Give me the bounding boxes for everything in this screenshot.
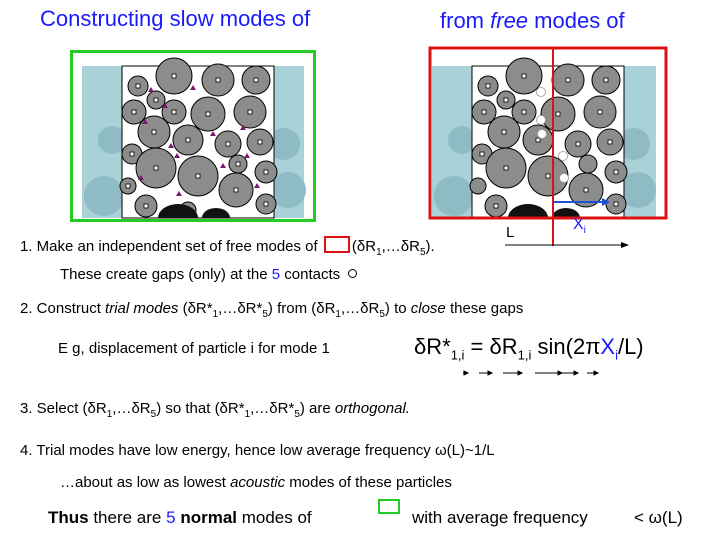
wall-particle (202, 208, 230, 218)
step-3: 3. Select (δR1,…δR5) so that (δR*1,…δR*5… (20, 400, 410, 420)
right-packing-diagram (428, 46, 668, 246)
red-selection-box (428, 46, 668, 220)
length-arrow (505, 242, 629, 248)
displacement-formula: δR*1,i = δR1,i sin(2πXi/L) (414, 334, 644, 363)
ghost-particle (270, 172, 306, 208)
left-packing-diagram (70, 50, 316, 222)
left-title: Constructing slow modes of (40, 6, 311, 31)
red-box-icon (323, 236, 350, 253)
contact-circle-icon (348, 269, 358, 278)
conclusion-frequency: with average frequency (412, 508, 588, 527)
step-4-note: …about as low as lowest acoustic modes o… (60, 474, 452, 491)
step-1: 1. Make an independent set of free modes… (20, 236, 435, 258)
step-1-note: These create gaps (only) at the 5 contac… (60, 266, 358, 283)
green-box-icon (378, 499, 400, 514)
ghost-particle (98, 126, 126, 154)
xi-label: Xi (573, 216, 586, 237)
ghost-particle (84, 176, 124, 216)
wall-particle (158, 204, 198, 218)
green-selection-box (70, 50, 316, 222)
displacement-arrows (463, 370, 600, 376)
example-caption: E g, displacement of particle i for mode… (58, 340, 330, 357)
right-title: from free modes of (440, 8, 625, 33)
step-2: 2. Construct trial modes (δR*1,…δR*5) fr… (20, 300, 524, 320)
conclusion-omega: < ω(L) (634, 508, 683, 527)
l-label: L (506, 224, 515, 241)
conclusion: Thus there are 5 normal modes of (48, 508, 312, 527)
step-4: 4. Trial modes have low energy, hence lo… (20, 442, 495, 459)
ghost-particle (268, 128, 300, 160)
gap-contacts (536, 87, 569, 183)
